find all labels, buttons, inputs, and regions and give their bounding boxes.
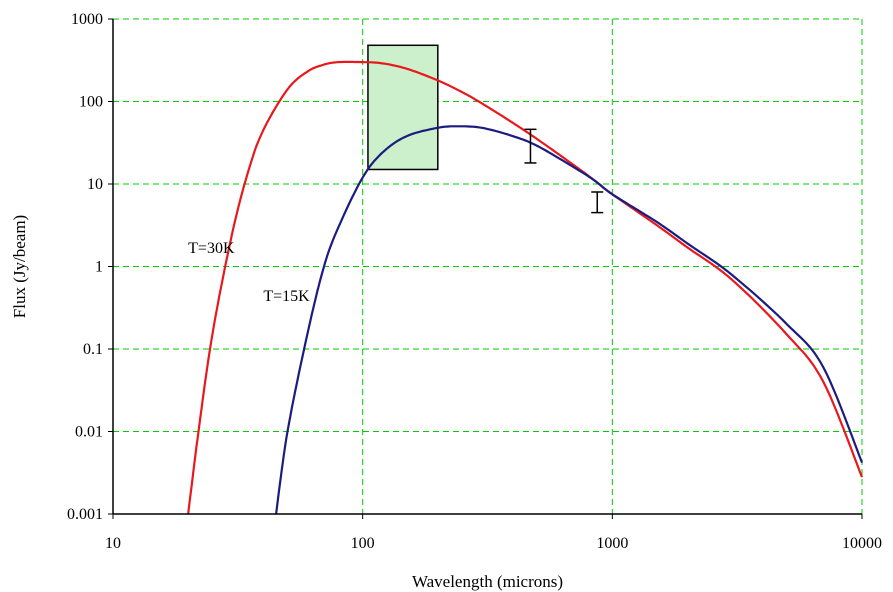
error-bar-1	[591, 191, 604, 214]
y-tick-label-1: 0.01	[75, 424, 103, 441]
y-tick-label-5: 100	[79, 94, 103, 111]
y-tick-label-4: 10	[87, 176, 103, 193]
highlight-rect	[367, 44, 439, 171]
x-tick-label-3: 10000	[842, 535, 882, 552]
axes	[108, 18, 863, 519]
x-axis-label: Wavelength (microns)	[412, 572, 563, 591]
annotations: T=30K T=15K	[188, 240, 310, 305]
x-tick-label-0: 10	[105, 535, 121, 552]
error-bars	[524, 128, 604, 214]
y-tick-label-3: 1	[95, 259, 103, 276]
series-annotation-1: T=15K	[263, 288, 310, 305]
series-annotation-0: T=30K	[188, 240, 235, 257]
y-axis-label: Flux (Jy/beam)	[10, 215, 29, 318]
series-line-0	[187, 60, 864, 515]
grid-lines	[113, 18, 863, 514]
series-lines	[187, 60, 864, 515]
x-tick-label-2: 1000	[596, 535, 628, 552]
highlight-box	[367, 44, 439, 171]
error-bar-0	[524, 128, 537, 164]
y-tick-label-6: 1000	[71, 11, 103, 28]
tick-labels: 10 100 1000 10000 0.001 0.01 0.1 1 10 100 1000	[67, 11, 882, 552]
series-line-1	[275, 125, 864, 515]
y-tick-label-0: 0.001	[67, 506, 103, 523]
x-tick-label-1: 100	[351, 535, 375, 552]
y-tick-label-2: 0.1	[83, 341, 103, 358]
